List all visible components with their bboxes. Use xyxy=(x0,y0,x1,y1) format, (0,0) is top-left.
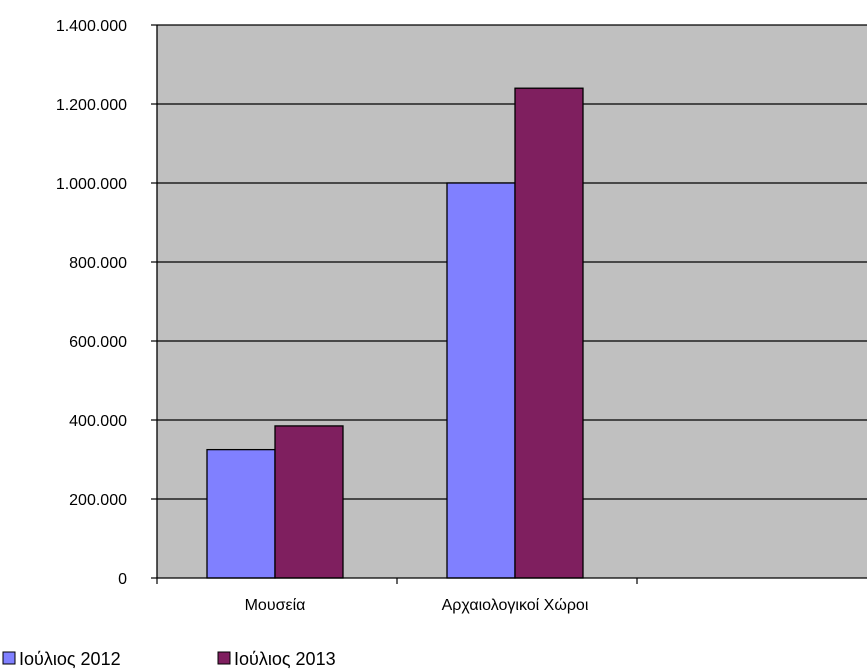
y-tick-label: 0 xyxy=(118,571,127,588)
y-tick-label: 600.000 xyxy=(69,334,127,351)
y-tick-label: 1.000.000 xyxy=(56,176,127,193)
y-tick-label: 200.000 xyxy=(69,492,127,509)
x-category-label: Αρχαιολογικοί Χώροι xyxy=(442,597,589,614)
legend-label: Ιούλιος 2012 xyxy=(19,649,121,669)
bar xyxy=(514,87,584,579)
bar xyxy=(274,425,344,579)
x-category-label: Μουσεία xyxy=(245,597,306,614)
bar xyxy=(206,448,276,579)
legend-swatch xyxy=(217,651,231,665)
y-tick-label: 400.000 xyxy=(69,413,127,430)
legend-swatch xyxy=(2,651,16,665)
y-tick-label: 1.200.000 xyxy=(56,97,127,114)
axes xyxy=(151,24,867,584)
x-axis-category-labels: Μουσεία Αρχαιολογικοί Χώροι xyxy=(245,597,589,614)
y-tick-label: 1.400.000 xyxy=(56,18,127,35)
legend-label: Ιούλιος 2013 xyxy=(234,649,336,669)
bar xyxy=(446,182,516,579)
legend: Ιούλιος 2012 Ιούλιος 2013 xyxy=(2,649,336,669)
y-tick-label: 800.000 xyxy=(69,255,127,272)
y-axis-tick-labels: 0 200.000 400.000 600.000 800.000 1.000.000 1.… xyxy=(56,18,127,588)
